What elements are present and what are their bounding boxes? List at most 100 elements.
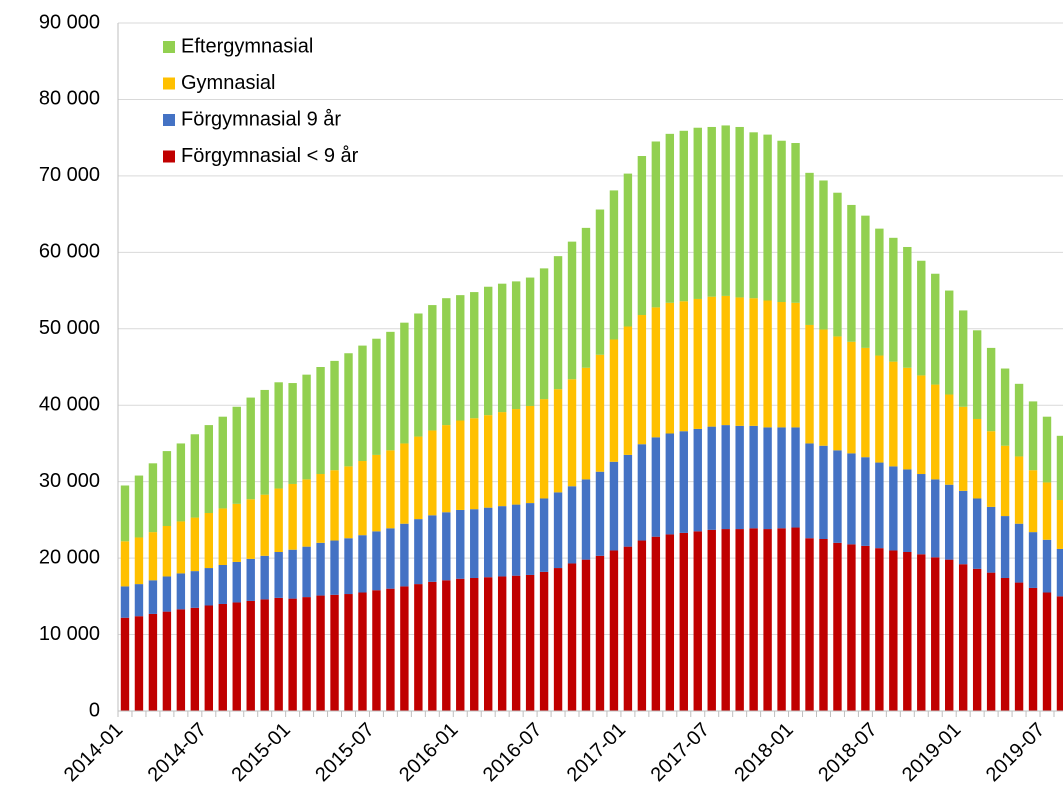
- bar-segment: [372, 531, 381, 591]
- bar-segment: [889, 550, 898, 711]
- bar-segment: [1056, 435, 1063, 501]
- bar-segment: [525, 503, 535, 575]
- bar-segment: [1028, 470, 1038, 533]
- bar-segment: [763, 529, 772, 711]
- bar-segment: [1000, 368, 1010, 446]
- bar-segment: [358, 592, 367, 711]
- bar-segment: [763, 300, 772, 428]
- x-tick-label: 2018-01: [730, 719, 797, 786]
- bar-segment: [456, 420, 465, 510]
- bar-segment: [484, 577, 493, 711]
- bar-segment: [484, 507, 493, 578]
- bar-segment: [456, 578, 465, 711]
- bar-segment: [847, 453, 856, 545]
- bar-segment: [945, 290, 954, 395]
- bar-segment: [945, 559, 954, 711]
- bar-segment: [595, 555, 605, 711]
- bar-segment: [386, 528, 395, 589]
- bar-segment: [190, 571, 200, 608]
- bar-segment: [218, 416, 227, 509]
- y-tick-label: 10 000: [39, 623, 100, 645]
- bar-segment: [302, 546, 311, 598]
- bar-segment: [428, 430, 437, 516]
- bar-segment: [609, 190, 619, 340]
- bar-segment: [945, 484, 954, 560]
- bar-segment: [749, 132, 758, 299]
- bar-segment: [400, 443, 409, 524]
- bar-segment: [735, 425, 744, 530]
- bar-segment: [456, 295, 465, 421]
- bar-segment: [260, 389, 269, 495]
- bar-segment: [442, 298, 451, 426]
- bar-segment: [442, 580, 451, 711]
- bar-segment: [791, 527, 800, 711]
- bar-segment: [623, 454, 633, 547]
- y-tick-label: 60 000: [39, 241, 100, 263]
- bar-segment: [567, 563, 577, 711]
- bar-segment: [497, 576, 507, 711]
- bar-segment: [623, 326, 633, 455]
- bar-segment: [316, 542, 325, 596]
- bar-segment: [246, 499, 255, 559]
- bar-segment: [1042, 539, 1052, 593]
- y-tick-label: 0: [89, 699, 100, 721]
- bar-segment: [428, 515, 437, 582]
- bar-segment: [917, 260, 926, 376]
- bar-segment: [958, 406, 968, 491]
- bar-segment: [749, 528, 758, 711]
- bar-segment: [358, 345, 367, 462]
- bar-segment: [861, 545, 870, 711]
- bar-segment: [917, 554, 926, 711]
- bar-segment: [721, 529, 730, 711]
- y-tick-label: 50 000: [39, 317, 100, 339]
- bar-segment: [302, 597, 311, 711]
- bar-segment: [637, 540, 647, 711]
- y-tick-label: 80 000: [39, 88, 100, 110]
- bar-segment: [246, 600, 255, 711]
- bar-segment: [1056, 596, 1063, 711]
- bar-segment: [400, 322, 409, 444]
- bar-segment: [931, 479, 940, 558]
- x-tick-label: 2014-07: [144, 719, 211, 786]
- bar-segment: [665, 534, 675, 711]
- bar-segment: [777, 302, 786, 428]
- bar-segment: [316, 595, 325, 711]
- bar-segment: [777, 140, 786, 303]
- bar-segment: [1000, 577, 1010, 711]
- bar-segment: [218, 603, 227, 711]
- bar-segment: [386, 331, 395, 451]
- bar-segment: [358, 535, 367, 593]
- bar-segment: [567, 486, 577, 564]
- bar-segment: [735, 297, 744, 426]
- bar-segment: [176, 609, 186, 711]
- bar-segment: [763, 134, 772, 301]
- bar-segment: [414, 519, 423, 585]
- bar-segment: [986, 431, 996, 507]
- bar-segment: [986, 347, 996, 432]
- bar-segment: [148, 463, 158, 533]
- bar-segment: [1056, 548, 1063, 597]
- bar-segment: [134, 475, 144, 538]
- bar-segment: [190, 434, 200, 518]
- bar-segment: [1028, 532, 1038, 588]
- bar-segment: [707, 426, 716, 530]
- bar-segment: [288, 549, 297, 599]
- bar-segment: [120, 541, 130, 587]
- bar-segment: [330, 540, 339, 595]
- bar-segment: [539, 498, 549, 572]
- bar-segment: [721, 295, 730, 426]
- bar-segment: [511, 504, 521, 576]
- bar-segment: [735, 126, 744, 298]
- bar-segment: [511, 409, 521, 505]
- bar-segment: [246, 397, 255, 500]
- bar-segment: [707, 529, 716, 711]
- legend-swatch: [163, 77, 175, 90]
- bar-segment: [707, 296, 716, 427]
- bar-segment: [735, 529, 744, 711]
- bar-segment: [805, 172, 814, 325]
- legend-label: Förgymnasial < 9 år: [181, 145, 359, 167]
- bar-segment: [721, 125, 730, 296]
- bar-segment: [260, 599, 269, 711]
- bar-segment: [1014, 523, 1024, 583]
